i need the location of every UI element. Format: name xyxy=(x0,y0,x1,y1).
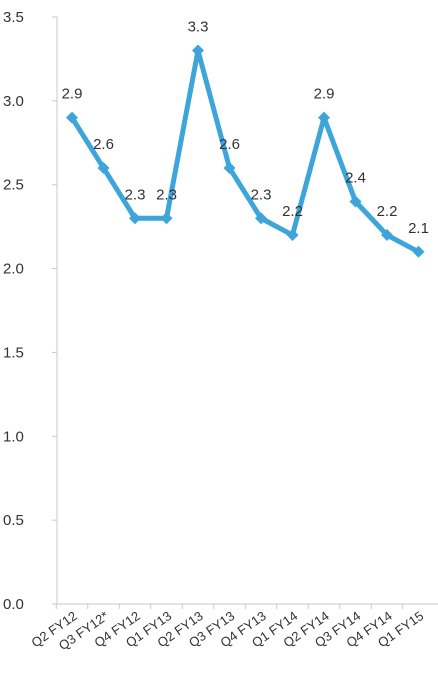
data-label: 2.3 xyxy=(125,186,146,203)
data-point-marker xyxy=(412,245,425,258)
data-point-marker xyxy=(160,212,173,225)
data-point-marker xyxy=(192,44,204,57)
series-line xyxy=(66,44,425,258)
y-tick-label: 0.0 xyxy=(3,596,24,613)
data-labels: 2.9 2.6 2.3 2.3 3.3 2.6 2.3 2.2 2.9 2.4 2.2 2.1 xyxy=(62,19,429,237)
data-point-marker xyxy=(223,161,236,174)
data-point-marker xyxy=(66,111,78,124)
y-tick-label: 1.0 xyxy=(3,428,24,445)
data-label: 2.4 xyxy=(345,169,366,186)
data-label: 2.6 xyxy=(219,136,240,153)
series-path xyxy=(69,48,421,255)
data-label: 2.2 xyxy=(282,203,303,220)
data-point-marker xyxy=(97,161,110,174)
data-point-marker xyxy=(286,229,299,242)
y-tick-label: 1.5 xyxy=(3,344,24,361)
data-label: 3.3 xyxy=(188,19,209,36)
data-label: 2.3 xyxy=(251,186,272,203)
data-point-marker xyxy=(318,111,330,124)
data-label: 2.1 xyxy=(408,220,429,237)
data-point-marker xyxy=(129,212,141,225)
data-point-marker xyxy=(255,212,267,225)
data-point-marker xyxy=(381,229,393,242)
data-label: 2.6 xyxy=(93,136,114,153)
data-point-marker xyxy=(349,195,362,208)
y-tick-label: 0.5 xyxy=(3,512,24,529)
data-label: 2.9 xyxy=(314,86,335,103)
data-label: 2.2 xyxy=(377,203,398,220)
y-tick-label: 2.0 xyxy=(3,261,24,278)
data-label: 2.3 xyxy=(156,186,177,203)
y-tick-label: 3.5 xyxy=(3,9,24,26)
y-tick-label: 2.5 xyxy=(3,177,24,194)
y-axis: 0.0 0.5 1.0 1.5 2.0 2.5 3.0 3.5 xyxy=(3,9,58,613)
y-tick-label: 3.0 xyxy=(3,93,24,110)
data-label: 2.9 xyxy=(62,86,83,103)
